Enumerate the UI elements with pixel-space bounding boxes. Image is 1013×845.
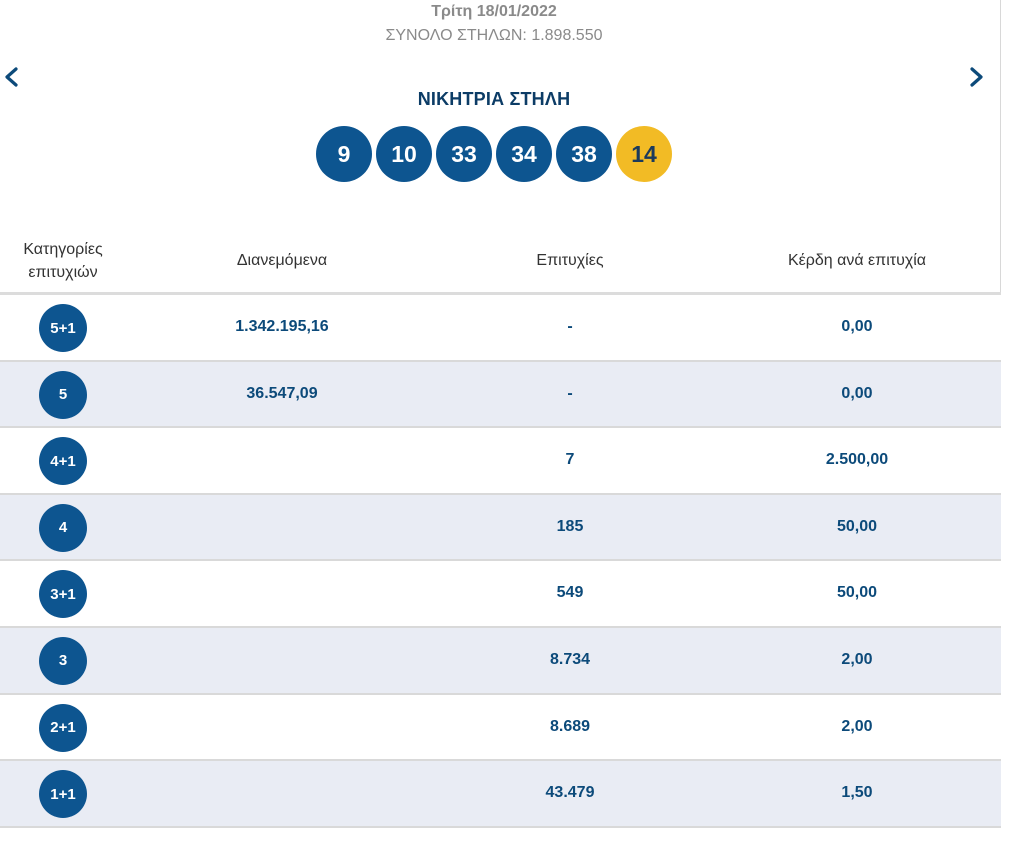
wins-cell: 185	[556, 517, 584, 535]
wins-cell: 549	[556, 584, 584, 602]
table-row: 1+1 43.479 1,50	[0, 761, 1001, 828]
category-badge: 2+1	[39, 703, 87, 752]
distributed-cell	[182, 428, 382, 492]
category-badge: 5	[39, 370, 87, 419]
gain-cell: 50,00	[836, 517, 878, 535]
bonus-number-ball: 14	[616, 126, 672, 182]
gain-cell: 2.500,00	[825, 451, 889, 469]
table-header: Κατηγορίες επιτυχιών Διανεμόμενα Επιτυχί…	[0, 229, 1001, 295]
category-badge: 3+1	[39, 570, 87, 619]
gain-cell: 2,00	[841, 717, 873, 735]
table-row: 5 36.547,09 - 0,00	[0, 361, 1001, 429]
table-row: 5+1 1.342.195,16 - 0,00	[0, 295, 1001, 362]
previous-draw-button[interactable]	[2, 66, 22, 88]
total-columns: ΣΥΝΟΛΟ ΣΤΗΛΩΝ: 1.898.550	[385, 27, 603, 44]
distributed-cell: 36.547,09	[246, 384, 318, 402]
distributed-cell	[182, 628, 382, 692]
distributed-cell: 1.342.195,16	[235, 318, 329, 335]
winning-number-ball: 10	[376, 126, 432, 182]
winning-number-ball: 38	[556, 126, 612, 182]
gain-cell: 0,00	[841, 384, 873, 402]
chevron-left-icon	[5, 67, 18, 87]
gain-cell: 2,00	[841, 650, 873, 668]
wins-cell: 8.689	[549, 717, 591, 735]
next-draw-button[interactable]	[966, 66, 986, 88]
category-badge: 1+1	[39, 770, 87, 819]
chevron-right-icon	[970, 67, 983, 87]
results-table: 5+1 1.342.195,16 - 0,00 5 36.547,09 - 0,…	[0, 295, 1001, 828]
wins-cell: -	[567, 318, 573, 335]
winning-number-ball: 33	[436, 126, 492, 182]
winning-column-title: ΝΙΚΗΤΡΙΑ ΣΤΗΛΗ	[417, 89, 571, 109]
winning-number-ball: 34	[496, 126, 552, 182]
header-distributed: Διανεμόμενα	[236, 252, 328, 269]
category-badge: 4+1	[39, 437, 87, 486]
table-row: 2+1 8.689 2,00	[0, 694, 1001, 762]
gain-cell: 0,00	[841, 318, 873, 335]
distributed-cell	[182, 495, 382, 559]
wins-cell: 8.734	[549, 650, 591, 668]
header-wins: Επιτυχίες	[536, 252, 604, 269]
gain-cell: 1,50	[841, 784, 873, 802]
winning-numbers: 9 10 33 34 38 14	[316, 126, 672, 182]
category-badge: 3	[39, 636, 87, 685]
wins-cell: 43.479	[545, 784, 595, 802]
wins-cell: -	[567, 384, 573, 402]
distributed-cell	[182, 695, 382, 759]
distributed-cell	[182, 761, 382, 825]
table-row: 3 8.734 2,00	[0, 627, 1001, 695]
wins-cell: 7	[565, 451, 575, 469]
distributed-cell	[182, 561, 382, 625]
table-row: 3+1 549 50,00	[0, 561, 1001, 628]
table-row: 4 185 50,00	[0, 494, 1001, 562]
gain-cell: 50,00	[836, 584, 878, 602]
results-panel: Τρίτη 18/01/2022 ΣΥΝΟΛΟ ΣΤΗΛΩΝ: 1.898.55…	[0, 0, 1001, 828]
category-badge: 5+1	[39, 304, 87, 352]
category-badge: 4	[39, 503, 87, 552]
winning-number-ball: 9	[316, 126, 372, 182]
draw-date: Τρίτη 18/01/2022	[431, 3, 557, 20]
table-row: 4+1 7 2.500,00	[0, 428, 1001, 495]
header-gain: Κέρδη ανά επιτυχία	[787, 252, 927, 269]
header-category: Κατηγορίες επιτυχιών	[23, 240, 103, 281]
